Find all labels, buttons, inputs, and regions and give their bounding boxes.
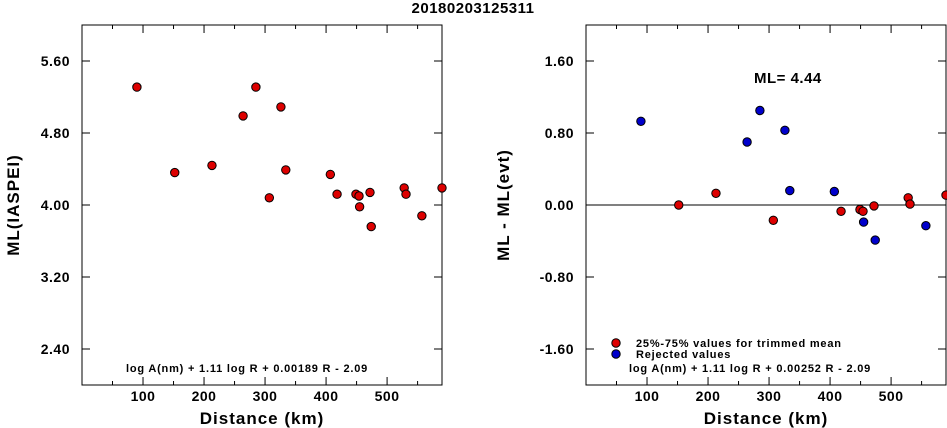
right-data-points bbox=[636, 105, 947, 245]
left-data-point bbox=[417, 211, 427, 221]
right-data-point bbox=[870, 235, 880, 245]
left-data-point bbox=[354, 191, 364, 201]
right-data-point bbox=[858, 217, 869, 227]
right-data-point bbox=[768, 215, 779, 226]
right-x-tick-label: 200 bbox=[696, 388, 721, 404]
left-data-point bbox=[365, 187, 375, 198]
right-y-tick-label: -1.60 bbox=[540, 341, 574, 357]
legend: 25%-75% values for trimmed mean Rejected… bbox=[611, 338, 842, 361]
right-y-tick-label: 0.80 bbox=[545, 125, 574, 141]
left-data-point bbox=[207, 160, 217, 171]
left-x-tick-label: 300 bbox=[253, 388, 278, 404]
left-data-point bbox=[132, 82, 142, 92]
right-data-point bbox=[836, 206, 846, 217]
ml-annotation: ML= 4.44 bbox=[754, 70, 822, 87]
left-y-tick-label: 2.40 bbox=[41, 341, 70, 357]
page-title: 20180203125311 bbox=[412, 0, 535, 17]
left-y-tick-label: 4.00 bbox=[41, 197, 70, 213]
right-data-point bbox=[785, 185, 795, 196]
right-y-tick-label: 0.00 bbox=[545, 197, 574, 213]
right-data-point bbox=[858, 206, 868, 217]
right-data-point bbox=[921, 221, 931, 231]
legend-marker-trimmed bbox=[611, 338, 621, 348]
left-data-point bbox=[276, 102, 286, 112]
left-data-point bbox=[401, 189, 411, 199]
right-y-tick-label: 1.60 bbox=[545, 53, 574, 69]
left-data-point bbox=[251, 82, 261, 92]
left-y-tick-label: 3.20 bbox=[41, 269, 70, 285]
left-data-point bbox=[264, 193, 275, 203]
left-data-point bbox=[238, 111, 248, 121]
left-x-tick-label: 100 bbox=[131, 388, 156, 404]
left-x-tick-label: 200 bbox=[192, 388, 217, 404]
left-data-point bbox=[437, 183, 447, 193]
left-plot-frame bbox=[81, 24, 443, 386]
right-data-point bbox=[674, 200, 684, 210]
right-x-ticks: 100 200 300 400 500 bbox=[616, 25, 923, 404]
left-chart: 100 200 300 400 500 2.40 3.20 4.00 4.80 5.60 log… bbox=[4, 24, 447, 428]
right-chart: 100 200 300 400 500 -1.60 -0.80 0.00 0.80 1.60 M… bbox=[494, 24, 947, 428]
left-x-ticks: 100 200 300 400 500 bbox=[112, 25, 419, 404]
right-data-point bbox=[780, 125, 790, 136]
right-formula: log A(nm) + 1.11 log R + 0.00252 R - 2.0… bbox=[629, 363, 871, 375]
right-y-tick-label: -0.80 bbox=[540, 269, 574, 285]
left-y-axis-label: ML(IASPEI) bbox=[4, 154, 23, 256]
right-x-axis-label: Distance (km) bbox=[704, 409, 828, 428]
left-y-ticks: 2.40 3.20 4.00 4.80 5.60 bbox=[41, 53, 442, 357]
right-x-tick-label: 400 bbox=[818, 388, 843, 404]
legend-label-rejected: Rejected values bbox=[636, 349, 731, 361]
right-data-point bbox=[829, 186, 840, 197]
left-y-tick-label: 5.60 bbox=[41, 53, 70, 69]
left-data-point bbox=[332, 189, 342, 199]
right-data-point bbox=[742, 137, 752, 147]
left-data-point bbox=[366, 221, 376, 232]
legend-label-trimmed: 25%-75% values for trimmed mean bbox=[636, 338, 842, 350]
left-x-tick-label: 500 bbox=[375, 388, 400, 404]
right-data-point bbox=[869, 201, 879, 211]
left-data-point bbox=[354, 202, 365, 212]
right-y-axis-label: ML - ML(evt) bbox=[494, 149, 513, 261]
left-y-tick-label: 4.80 bbox=[41, 125, 70, 141]
right-x-tick-label: 300 bbox=[757, 388, 782, 404]
right-y-ticks: -1.60 -0.80 0.00 0.80 1.60 bbox=[540, 53, 946, 357]
right-data-point bbox=[905, 199, 915, 209]
right-x-tick-label: 500 bbox=[879, 388, 904, 404]
legend-marker-rejected bbox=[611, 349, 621, 359]
right-data-point bbox=[755, 105, 765, 116]
right-data-point bbox=[941, 190, 947, 200]
left-data-point bbox=[281, 165, 291, 175]
left-data-point bbox=[170, 167, 180, 178]
right-x-tick-label: 100 bbox=[635, 388, 660, 404]
left-data-point bbox=[325, 169, 336, 180]
right-data-point bbox=[711, 188, 721, 199]
right-data-point bbox=[636, 116, 646, 127]
left-data-points bbox=[132, 82, 447, 232]
left-x-tick-label: 400 bbox=[314, 388, 339, 404]
left-x-axis-label: Distance (km) bbox=[200, 409, 324, 428]
left-formula: log A(nm) + 1.11 log R + 0.00189 R - 2.0… bbox=[126, 363, 368, 375]
